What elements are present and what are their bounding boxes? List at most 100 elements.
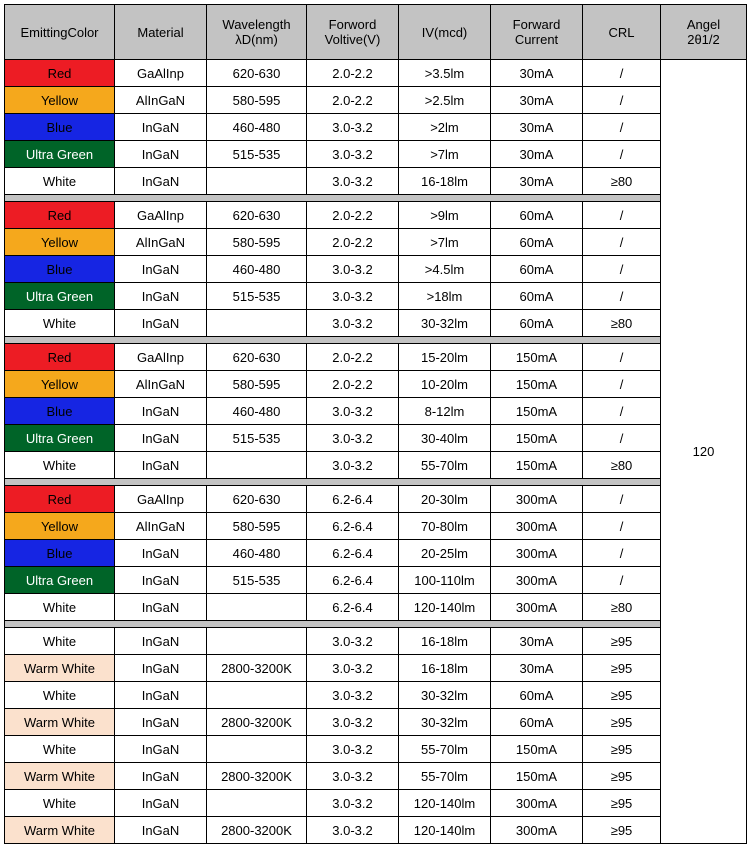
cell-iv: >2.5lm [399, 87, 491, 114]
cell-crl: ≥95 [583, 736, 661, 763]
cell-wave: 460-480 [207, 540, 307, 567]
cell-iv: 70-80lm [399, 513, 491, 540]
cell-fv: 3.0-3.2 [307, 425, 399, 452]
cell-fv: 3.0-3.2 [307, 682, 399, 709]
cell-emitting-color: Warm White [5, 709, 115, 736]
table-row: Ultra GreenInGaN515-5353.0-3.230-40lm150… [5, 425, 747, 452]
cell-iv: >9lm [399, 202, 491, 229]
cell-fv: 3.0-3.2 [307, 141, 399, 168]
cell-emitting-color: Ultra Green [5, 567, 115, 594]
cell-crl: ≥95 [583, 790, 661, 817]
table-row: WhiteInGaN3.0-3.216-18lm30mA≥95 [5, 628, 747, 655]
cell-iv: 55-70lm [399, 736, 491, 763]
cell-material: InGaN [115, 655, 207, 682]
cell-material: InGaN [115, 817, 207, 844]
cell-fc: 300mA [491, 817, 583, 844]
cell-fv: 6.2-6.4 [307, 594, 399, 621]
cell-fc: 30mA [491, 168, 583, 195]
cell-iv: 20-30lm [399, 486, 491, 513]
table-row: Warm WhiteInGaN2800-3200K3.0-3.216-18lm3… [5, 655, 747, 682]
table-row: RedGaAlInp620-6302.0-2.2>3.5lm30mA/120 [5, 60, 747, 87]
table-row: WhiteInGaN3.0-3.216-18lm30mA≥80 [5, 168, 747, 195]
cell-crl: ≥95 [583, 628, 661, 655]
table-row: Warm WhiteInGaN2800-3200K3.0-3.2120-140l… [5, 817, 747, 844]
table-row: RedGaAlInp620-6306.2-6.420-30lm300mA/ [5, 486, 747, 513]
cell-iv: 55-70lm [399, 452, 491, 479]
cell-crl: ≥80 [583, 594, 661, 621]
cell-wave: 620-630 [207, 202, 307, 229]
table-row: YellowAlInGaN580-5952.0-2.2>2.5lm30mA/ [5, 87, 747, 114]
cell-fv: 2.0-2.2 [307, 371, 399, 398]
cell-fv: 2.0-2.2 [307, 229, 399, 256]
cell-wave: 620-630 [207, 486, 307, 513]
cell-fv: 3.0-3.2 [307, 763, 399, 790]
cell-emitting-color: Red [5, 60, 115, 87]
table-row: YellowAlInGaN580-5952.0-2.2>7lm60mA/ [5, 229, 747, 256]
cell-iv: 120-140lm [399, 817, 491, 844]
cell-angle: 120 [661, 60, 747, 844]
table-row: Ultra GreenInGaN515-5353.0-3.2>18lm60mA/ [5, 283, 747, 310]
cell-material: InGaN [115, 283, 207, 310]
cell-fc: 60mA [491, 709, 583, 736]
cell-crl: / [583, 283, 661, 310]
cell-crl: ≥80 [583, 168, 661, 195]
cell-fv: 3.0-3.2 [307, 398, 399, 425]
cell-iv: 100-110lm [399, 567, 491, 594]
cell-fv: 2.0-2.2 [307, 344, 399, 371]
table-row: BlueInGaN460-4803.0-3.2>2lm30mA/ [5, 114, 747, 141]
cell-iv: 16-18lm [399, 628, 491, 655]
cell-fc: 150mA [491, 452, 583, 479]
cell-fc: 150mA [491, 763, 583, 790]
cell-crl: / [583, 486, 661, 513]
cell-wave: 580-595 [207, 513, 307, 540]
table-row: BlueInGaN460-4806.2-6.420-25lm300mA/ [5, 540, 747, 567]
cell-material: InGaN [115, 114, 207, 141]
cell-emitting-color: Blue [5, 398, 115, 425]
cell-iv: 55-70lm [399, 763, 491, 790]
cell-fv: 3.0-3.2 [307, 709, 399, 736]
cell-wave [207, 452, 307, 479]
cell-crl: / [583, 60, 661, 87]
cell-fc: 60mA [491, 256, 583, 283]
cell-fc: 60mA [491, 202, 583, 229]
cell-wave [207, 736, 307, 763]
header-angle: Angel2θ1/2 [661, 5, 747, 60]
cell-crl: / [583, 202, 661, 229]
cell-iv: 8-12lm [399, 398, 491, 425]
header-wavelength: WavelengthλD(nm) [207, 5, 307, 60]
cell-iv: 30-32lm [399, 709, 491, 736]
cell-fc: 300mA [491, 486, 583, 513]
table-row: Ultra GreenInGaN515-5356.2-6.4100-110lm3… [5, 567, 747, 594]
cell-emitting-color: White [5, 790, 115, 817]
cell-iv: >3.5lm [399, 60, 491, 87]
cell-material: InGaN [115, 790, 207, 817]
header-emitting: EmittingColor [5, 5, 115, 60]
cell-emitting-color: Warm White [5, 817, 115, 844]
cell-emitting-color: White [5, 628, 115, 655]
table-row: BlueInGaN460-4803.0-3.28-12lm150mA/ [5, 398, 747, 425]
table-row: Warm WhiteInGaN2800-3200K3.0-3.255-70lm1… [5, 763, 747, 790]
cell-wave: 620-630 [207, 60, 307, 87]
cell-fc: 300mA [491, 540, 583, 567]
cell-iv: >18lm [399, 283, 491, 310]
cell-material: InGaN [115, 141, 207, 168]
table-row: RedGaAlInp620-6302.0-2.2>9lm60mA/ [5, 202, 747, 229]
cell-fc: 30mA [491, 628, 583, 655]
cell-material: InGaN [115, 736, 207, 763]
cell-crl: / [583, 87, 661, 114]
cell-material: InGaN [115, 168, 207, 195]
cell-emitting-color: White [5, 682, 115, 709]
header-iv: IV(mcd) [399, 5, 491, 60]
cell-emitting-color: Blue [5, 256, 115, 283]
table-row: Ultra GreenInGaN515-5353.0-3.2>7lm30mA/ [5, 141, 747, 168]
cell-material: InGaN [115, 540, 207, 567]
cell-iv: >7lm [399, 229, 491, 256]
cell-material: AlInGaN [115, 229, 207, 256]
cell-fv: 3.0-3.2 [307, 736, 399, 763]
cell-crl: / [583, 114, 661, 141]
cell-crl: / [583, 398, 661, 425]
cell-material: AlInGaN [115, 87, 207, 114]
cell-iv: 15-20lm [399, 344, 491, 371]
cell-material: InGaN [115, 310, 207, 337]
cell-wave: 515-535 [207, 567, 307, 594]
